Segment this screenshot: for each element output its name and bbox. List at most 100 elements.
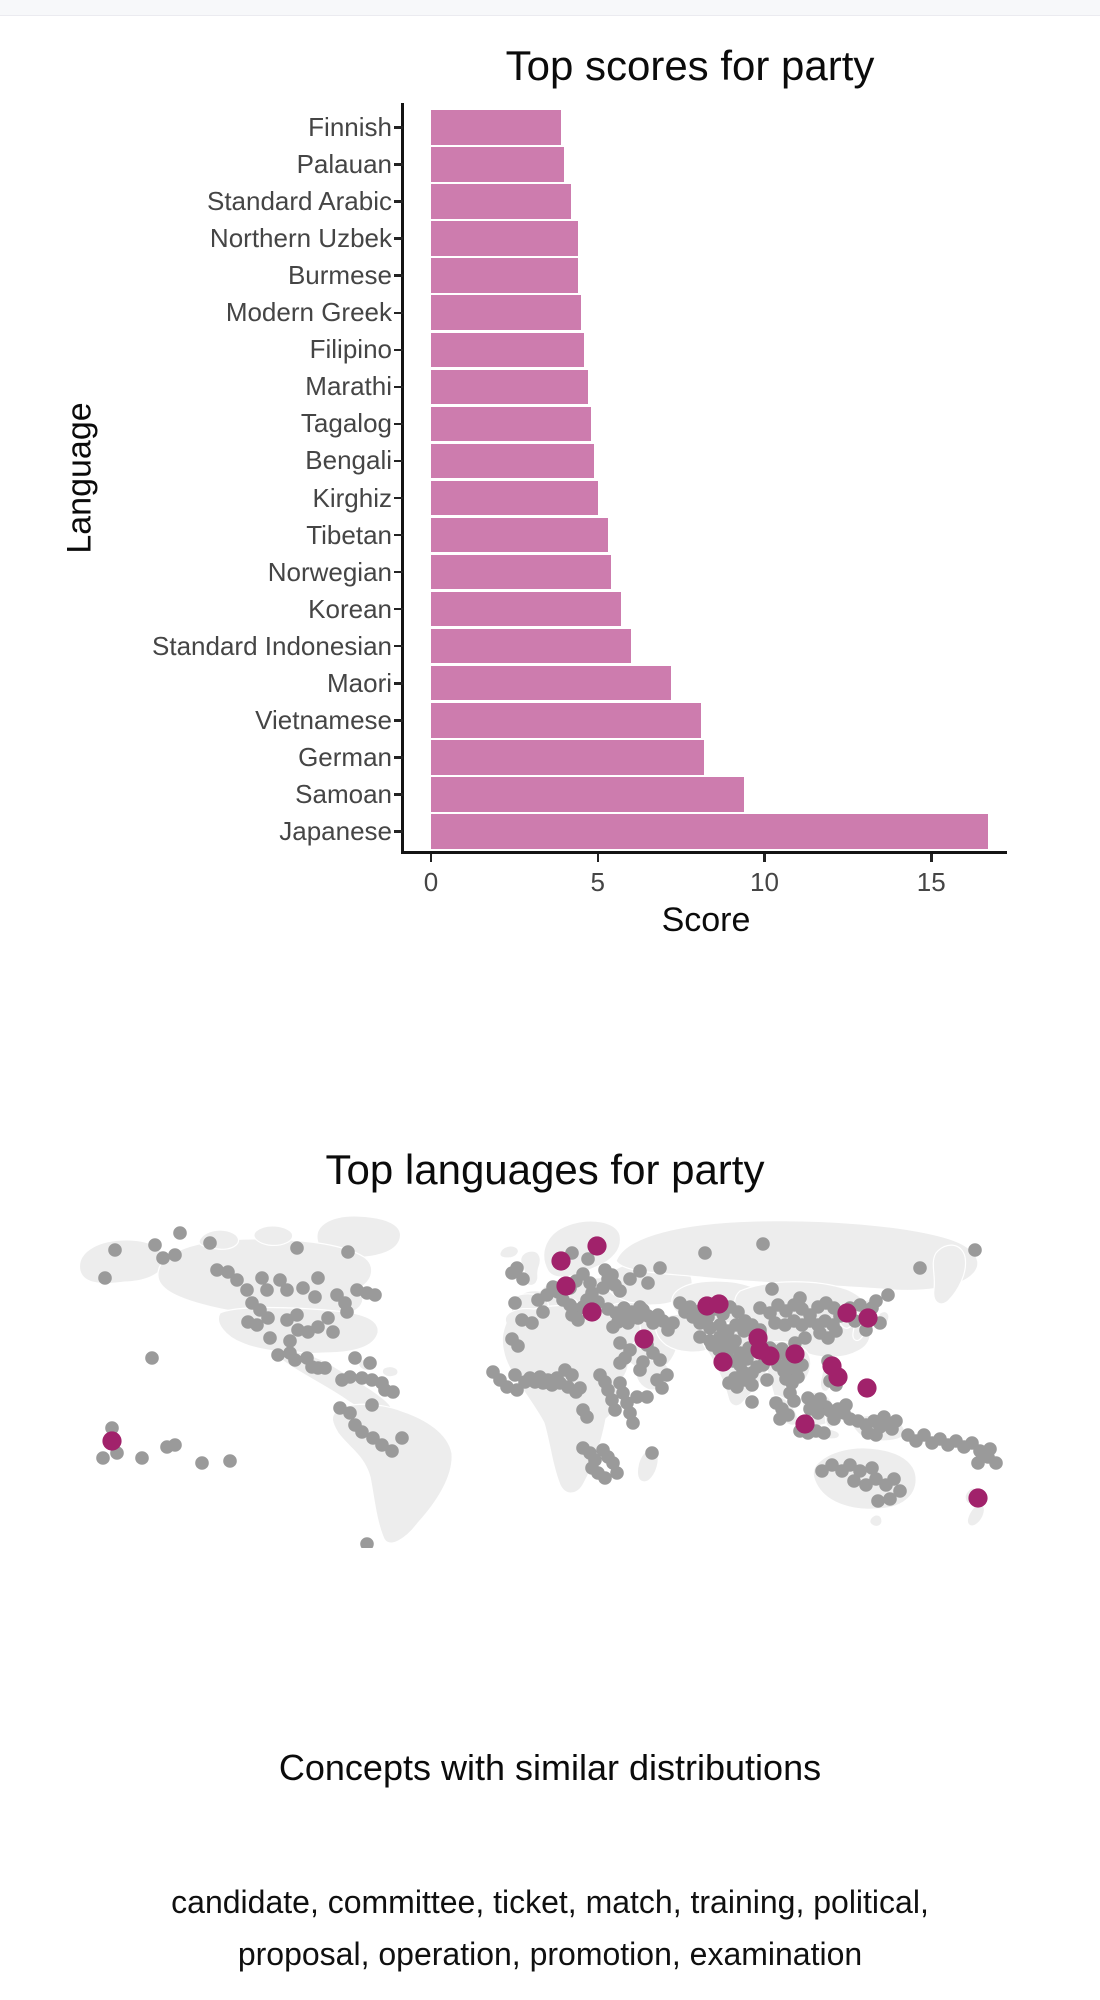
x-tick-mark xyxy=(930,853,933,862)
y-tick-mark xyxy=(394,570,403,574)
language-dot xyxy=(571,1313,585,1327)
language-dot xyxy=(765,1282,779,1296)
y-tick-mark xyxy=(394,496,403,500)
language-dot xyxy=(839,1398,853,1412)
language-dot xyxy=(666,1316,680,1330)
bar xyxy=(431,258,578,293)
x-tick-label: 5 xyxy=(590,867,605,897)
language-dot xyxy=(255,1271,269,1285)
concepts-title: Concepts with similar distributions xyxy=(278,1747,822,1788)
language-dot xyxy=(271,1348,285,1362)
language-dot xyxy=(610,1466,624,1480)
language-dot xyxy=(655,1381,669,1395)
language-dot xyxy=(210,1263,224,1277)
language-dot xyxy=(869,1472,883,1486)
language-dot xyxy=(290,1241,304,1255)
y-tick-mark xyxy=(394,533,403,537)
language-dot xyxy=(195,1456,209,1470)
language-dot xyxy=(296,1281,310,1295)
bar xyxy=(431,628,632,664)
top-language-dot-finnish xyxy=(587,1236,607,1256)
language-dot xyxy=(156,1251,170,1265)
language-dot xyxy=(815,1464,829,1478)
language-dot xyxy=(168,1438,182,1452)
y-tick-mark xyxy=(394,237,403,240)
top-language-dot-vietnamese xyxy=(785,1344,805,1364)
x-tick-mark xyxy=(763,853,766,862)
language-dot xyxy=(893,1484,907,1498)
language-dot xyxy=(989,1456,1003,1470)
language-dot xyxy=(626,1416,640,1430)
language-dot xyxy=(105,1421,119,1435)
language-dot xyxy=(641,1276,655,1290)
language-dot xyxy=(829,1324,843,1338)
language-dot xyxy=(871,1494,885,1508)
y-tick-mark xyxy=(394,719,403,722)
top-language-dot-kirghiz xyxy=(709,1294,729,1314)
language-dot xyxy=(881,1288,895,1302)
language-dot xyxy=(283,1334,297,1348)
language-dot xyxy=(728,1334,742,1348)
bar-category-label: Korean xyxy=(308,593,392,624)
y-tick-mark xyxy=(394,607,403,611)
language-dot xyxy=(865,1461,879,1475)
language-dot xyxy=(653,1353,667,1367)
top-language-dot-japanese xyxy=(858,1308,878,1328)
language-dot xyxy=(510,1261,524,1275)
language-dot xyxy=(636,1355,650,1369)
language-dot xyxy=(613,1284,627,1298)
language-dot xyxy=(261,1311,275,1325)
language-dot xyxy=(311,1320,325,1334)
language-dot xyxy=(511,1339,525,1353)
language-dot xyxy=(847,1474,861,1488)
top-language-dot-korean xyxy=(837,1303,857,1323)
y-axis-line xyxy=(401,103,404,853)
language-dot xyxy=(738,1314,752,1328)
language-dot xyxy=(843,1458,857,1472)
landmass-caribbean xyxy=(381,1365,399,1378)
landmass-tasmania xyxy=(869,1514,883,1527)
language-dot xyxy=(230,1273,244,1287)
language-dot xyxy=(745,1378,759,1392)
language-dot xyxy=(861,1426,875,1440)
language-dot xyxy=(250,1318,264,1332)
bar xyxy=(431,110,562,145)
language-dot xyxy=(385,1444,399,1458)
bar-category-label: Burmese xyxy=(287,260,392,291)
language-dot xyxy=(290,1308,304,1322)
y-tick-mark xyxy=(394,756,403,759)
language-dot xyxy=(803,1402,817,1416)
language-dot xyxy=(859,1478,873,1492)
bar-category-label: Bengali xyxy=(305,445,392,476)
bar-category-label: Vietnamese xyxy=(255,704,392,735)
language-dot xyxy=(853,1464,867,1478)
x-tick-label: 15 xyxy=(916,867,946,897)
language-dot xyxy=(260,1283,274,1297)
language-dot xyxy=(640,1390,654,1404)
language-dot xyxy=(787,1394,801,1408)
bar-category-label: Japanese xyxy=(279,815,392,846)
bar-category-label: Norwegian xyxy=(267,556,392,587)
language-dot xyxy=(273,1273,287,1287)
top-language-dot-standard-arabic xyxy=(634,1329,654,1349)
landmass-africa xyxy=(501,1304,641,1494)
bar-category-label: Maori xyxy=(326,667,392,698)
top-language-dot-marathi xyxy=(713,1352,733,1372)
language-dot xyxy=(340,1305,354,1319)
language-dot xyxy=(508,1368,522,1382)
language-dot xyxy=(633,1264,647,1278)
bar xyxy=(431,517,608,553)
language-dot xyxy=(745,1395,759,1409)
bar xyxy=(431,406,592,442)
bar xyxy=(431,369,588,405)
language-dot xyxy=(853,1298,867,1312)
language-dot xyxy=(263,1331,277,1345)
language-dot xyxy=(108,1243,122,1257)
language-dot xyxy=(887,1472,901,1486)
language-dot xyxy=(221,1265,235,1279)
language-dot xyxy=(368,1288,382,1302)
language-dot xyxy=(318,1361,332,1375)
language-dot xyxy=(623,1272,637,1286)
language-dot xyxy=(348,1351,362,1365)
bar-category-label: Kirghiz xyxy=(312,482,392,513)
